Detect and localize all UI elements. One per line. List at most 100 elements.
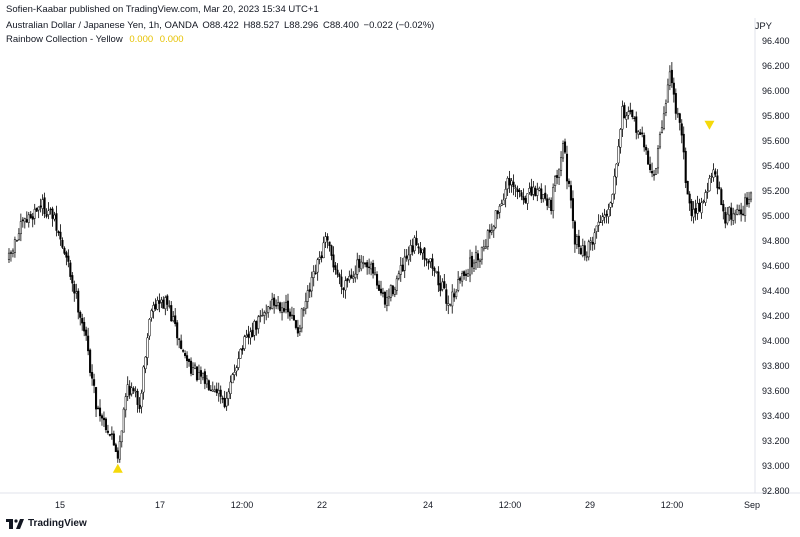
candle-body xyxy=(706,191,709,193)
candle-body xyxy=(445,289,448,304)
candle-body xyxy=(676,112,679,115)
candle-body xyxy=(374,272,377,276)
candle-body xyxy=(381,292,385,294)
candle-body xyxy=(358,258,361,268)
candle-body xyxy=(472,262,476,269)
candle-body xyxy=(435,271,438,273)
candle-body xyxy=(124,396,127,411)
candle-body xyxy=(110,433,113,435)
price-tick-label: 95.000 xyxy=(762,211,790,221)
indicator-name[interactable]: Rainbow Collection - Yellow xyxy=(6,34,123,45)
candle-body xyxy=(65,252,68,258)
candle-body xyxy=(368,266,371,269)
candle-body xyxy=(413,237,416,251)
candle-body xyxy=(281,307,284,313)
price-tick-label: 93.400 xyxy=(762,411,790,421)
candle-body xyxy=(567,180,571,184)
candle-body xyxy=(728,206,731,216)
candle-body xyxy=(609,202,612,208)
candle-body xyxy=(292,315,295,321)
candle-body xyxy=(57,231,60,234)
candle-body xyxy=(395,278,398,291)
candle-body xyxy=(599,221,602,223)
candle-body xyxy=(554,176,557,187)
candle-body xyxy=(39,205,42,208)
candle-body xyxy=(668,71,671,86)
candle-body xyxy=(742,213,745,216)
candle-body xyxy=(591,241,594,245)
candle-body xyxy=(370,263,373,270)
candle-body xyxy=(257,316,260,329)
candle-body xyxy=(692,209,695,218)
candle-body xyxy=(330,245,333,256)
candle-body xyxy=(379,288,383,294)
candle-body xyxy=(664,103,667,113)
candle-body xyxy=(146,337,149,358)
candle-body xyxy=(629,110,632,113)
candle-body xyxy=(575,236,578,245)
candle-body xyxy=(504,188,507,199)
candle-body xyxy=(352,276,355,279)
candle-body xyxy=(639,132,642,135)
candle-body xyxy=(19,221,22,235)
candle-body xyxy=(524,198,527,203)
candle-body xyxy=(112,433,115,446)
candle-body xyxy=(455,291,458,297)
candle-body xyxy=(423,247,426,260)
candle-body xyxy=(239,349,242,359)
candle-body xyxy=(581,245,584,256)
candle-body xyxy=(59,231,62,240)
candle-body xyxy=(749,192,753,200)
candle-body xyxy=(467,273,470,277)
candle-body xyxy=(279,302,282,312)
candle-body xyxy=(560,157,563,171)
candle-body xyxy=(680,123,683,136)
candle-body xyxy=(13,239,16,253)
candle-body xyxy=(209,389,212,391)
candle-body xyxy=(89,349,92,373)
time-tick-label: 22 xyxy=(317,500,327,510)
price-tick-label: 93.200 xyxy=(762,436,790,446)
candle-body xyxy=(530,186,533,196)
candle-body xyxy=(164,297,167,310)
candle-body xyxy=(221,397,224,400)
candle-body xyxy=(136,390,139,405)
candle-body xyxy=(93,379,96,386)
candle-body xyxy=(542,194,545,200)
candle-body xyxy=(267,306,270,313)
candle-body xyxy=(623,104,626,119)
ohlc-low: L88.296 xyxy=(284,20,319,31)
candle-body xyxy=(536,189,539,196)
candle-body xyxy=(571,198,574,221)
candle-body xyxy=(213,389,216,392)
candle-body xyxy=(579,248,582,255)
price-tick-label: 95.200 xyxy=(762,186,790,196)
candle-body xyxy=(237,358,240,368)
candle-body xyxy=(546,198,549,206)
candle-body xyxy=(340,276,343,287)
ohlc-close: C88.400 xyxy=(322,20,359,31)
time-tick-label: 12:00 xyxy=(231,500,254,510)
candle-body xyxy=(61,239,64,248)
bullish-signal-marker xyxy=(112,463,123,473)
candle-body xyxy=(526,193,529,204)
time-axis: 15 17 12:00 22 24 12:00 29 12:00 Sep xyxy=(55,500,760,510)
candle-body xyxy=(672,82,675,95)
tradingview-logo[interactable]: TradingView xyxy=(6,518,87,529)
candle-body xyxy=(611,194,614,204)
candle-body xyxy=(550,200,553,211)
candle-body xyxy=(328,241,331,246)
symbol-name[interactable]: Australian Dollar / Japanese Yen, 1h, OA… xyxy=(6,20,198,31)
candle-body xyxy=(21,219,24,222)
tradingview-brand: TradingView xyxy=(28,518,87,529)
candle-body xyxy=(193,364,197,370)
candle-body xyxy=(83,321,86,332)
candle-body xyxy=(188,358,191,362)
candle-body xyxy=(63,247,66,254)
candle-body xyxy=(561,143,565,159)
candle-body xyxy=(354,273,357,278)
price-axis: 96.400 96.200 96.000 95.800 95.600 95.400 95.2… xyxy=(762,36,790,496)
candle-body xyxy=(189,360,193,374)
candle-body xyxy=(144,356,147,370)
